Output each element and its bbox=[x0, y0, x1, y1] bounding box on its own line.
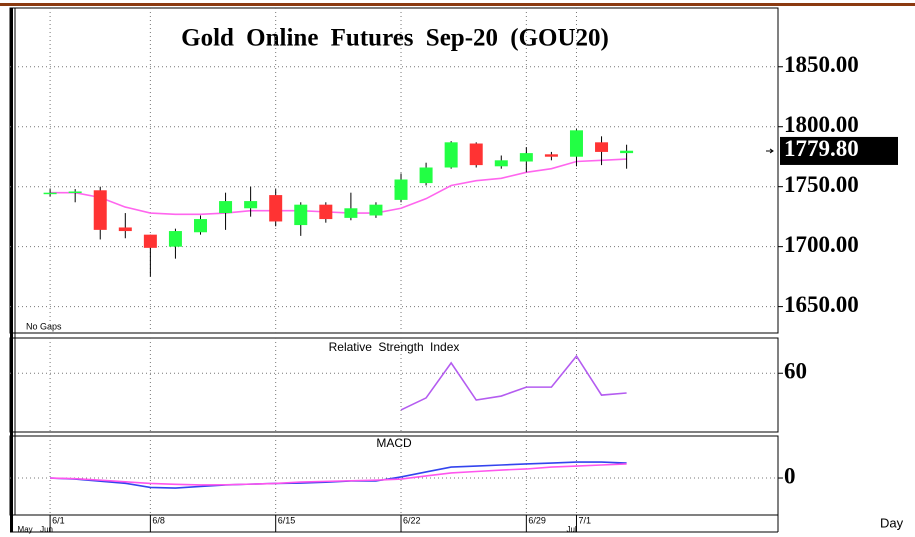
y-tick-label: 1850.00 bbox=[784, 52, 859, 77]
candle-body bbox=[620, 150, 634, 154]
x-tick-label: 6/15 bbox=[278, 515, 296, 525]
candle-body bbox=[544, 154, 558, 157]
candle-body bbox=[294, 204, 308, 226]
x-axis-label: Day bbox=[880, 515, 904, 530]
panel-title: MACD bbox=[376, 436, 412, 450]
y-tick-label: 1750.00 bbox=[784, 172, 859, 197]
candle-body bbox=[369, 204, 383, 216]
candle-body bbox=[93, 190, 107, 230]
candle-body bbox=[469, 143, 483, 166]
y-tick-label: 1700.00 bbox=[784, 232, 859, 257]
candle-body bbox=[219, 201, 233, 214]
month-label: Jul bbox=[566, 525, 576, 534]
x-tick-label: 6/8 bbox=[152, 515, 165, 525]
x-tick-label: 6/29 bbox=[528, 515, 546, 525]
y-tick-label: 0 bbox=[784, 463, 796, 488]
candle-body bbox=[344, 208, 358, 218]
candle-body bbox=[43, 192, 57, 195]
left-border bbox=[10, 8, 13, 532]
candle-body bbox=[168, 231, 182, 247]
series-line bbox=[50, 463, 627, 486]
candle-body bbox=[193, 219, 207, 233]
moving-average bbox=[50, 158, 627, 216]
price-panel bbox=[9, 7, 779, 334]
last-price-label: 1779.80 bbox=[784, 136, 859, 161]
series-line bbox=[50, 461, 627, 489]
month-label: Jun bbox=[40, 525, 53, 534]
candle-body bbox=[444, 142, 458, 168]
top-border bbox=[0, 3, 915, 6]
candle-body bbox=[494, 160, 508, 167]
last-price-box bbox=[780, 136, 898, 165]
panel-title: Relative Strength Index bbox=[329, 340, 460, 354]
candle-body bbox=[143, 234, 157, 248]
candle-body bbox=[269, 195, 283, 222]
x-tick-label: 7/1 bbox=[578, 515, 591, 525]
candle-body bbox=[569, 130, 583, 157]
chart-title: Gold Online Futures Sep-20 (GOU20) bbox=[181, 25, 609, 52]
candle-body bbox=[319, 204, 333, 220]
candle-body bbox=[394, 179, 408, 200]
last-price-arrow bbox=[766, 148, 774, 154]
series-line bbox=[400, 354, 627, 411]
month-label: May bbox=[18, 525, 33, 534]
candle-body bbox=[519, 153, 533, 162]
candle-body bbox=[595, 142, 609, 152]
y-tick-label: 60 bbox=[784, 359, 807, 384]
y-tick-label: 1800.00 bbox=[784, 112, 859, 137]
candle-body bbox=[118, 227, 132, 232]
y-tick-label: 1650.00 bbox=[784, 292, 859, 317]
candle-body bbox=[419, 167, 433, 184]
candle-body bbox=[244, 201, 258, 209]
candle-body bbox=[68, 191, 82, 193]
x-tick-label: 6/22 bbox=[403, 515, 421, 525]
x-tick-label: 6/1 bbox=[52, 515, 65, 525]
annotation: No Gaps bbox=[26, 321, 62, 331]
